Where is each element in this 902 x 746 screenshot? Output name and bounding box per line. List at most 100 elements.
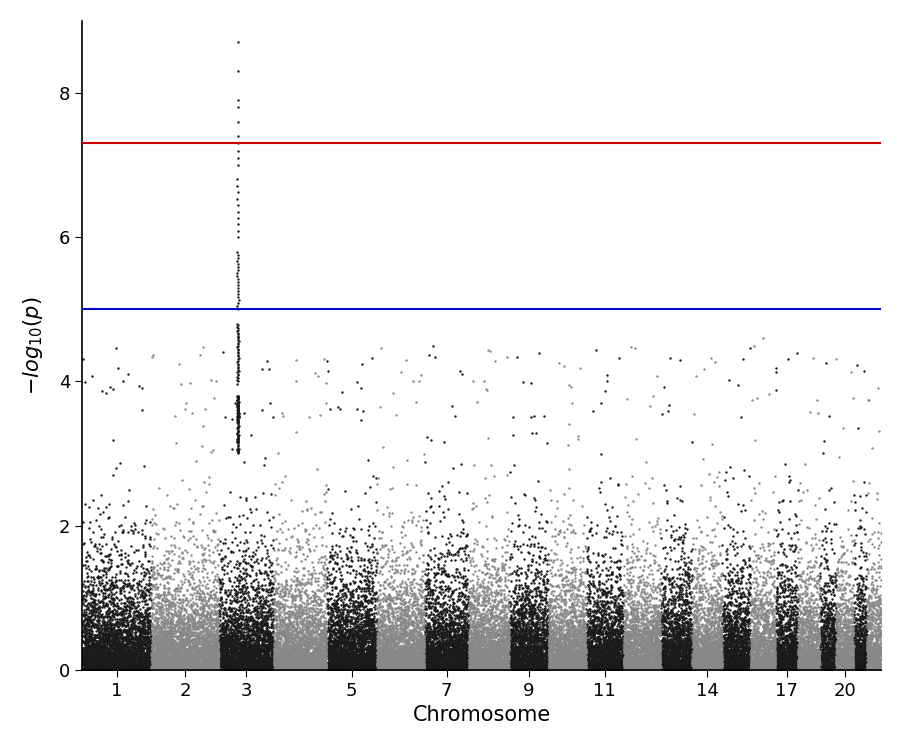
Point: [163, 615, 178, 627]
Point: [665, 648, 679, 660]
Point: [344, 640, 358, 652]
Point: [807, 642, 822, 653]
Point: [237, 633, 252, 645]
Point: [599, 608, 613, 620]
Point: [443, 621, 457, 633]
Point: [511, 603, 525, 615]
Point: [399, 629, 413, 641]
Point: [731, 662, 745, 674]
Point: [186, 663, 200, 675]
Point: [146, 651, 161, 662]
Point: [388, 645, 402, 657]
Point: [799, 644, 814, 656]
Point: [291, 536, 306, 548]
Point: [391, 636, 405, 648]
Point: [466, 543, 481, 555]
Point: [464, 652, 478, 664]
Point: [78, 647, 92, 659]
Point: [674, 642, 688, 653]
Point: [826, 633, 841, 645]
Point: [769, 580, 784, 592]
Point: [726, 523, 741, 535]
Point: [867, 642, 881, 654]
Point: [418, 646, 432, 658]
Point: [436, 642, 450, 654]
Point: [240, 656, 254, 668]
Point: [398, 647, 412, 659]
Point: [660, 597, 675, 609]
Point: [778, 632, 793, 644]
Point: [188, 619, 202, 631]
Point: [189, 660, 203, 672]
Point: [393, 653, 408, 665]
Point: [633, 661, 648, 673]
Point: [196, 605, 210, 617]
Point: [835, 650, 850, 662]
Point: [281, 545, 296, 557]
Point: [781, 617, 796, 629]
Point: [124, 630, 138, 642]
Point: [250, 640, 264, 652]
Point: [326, 645, 340, 656]
Point: [498, 653, 512, 665]
Point: [423, 660, 437, 672]
Point: [741, 606, 756, 618]
Point: [95, 659, 109, 671]
Point: [159, 654, 173, 666]
Point: [817, 659, 832, 671]
Point: [503, 630, 518, 642]
Point: [179, 403, 193, 415]
Point: [404, 639, 419, 651]
Point: [174, 378, 189, 390]
Point: [210, 600, 225, 612]
Point: [601, 645, 615, 656]
Point: [516, 647, 530, 659]
Point: [263, 661, 278, 673]
Point: [343, 647, 357, 659]
Point: [122, 646, 136, 658]
Point: [759, 574, 773, 586]
Point: [784, 652, 798, 664]
Point: [278, 627, 292, 639]
Point: [539, 436, 554, 448]
Point: [605, 656, 620, 668]
Point: [788, 618, 803, 630]
Point: [612, 630, 626, 642]
Point: [117, 632, 132, 644]
Point: [807, 622, 822, 634]
Point: [247, 639, 262, 651]
Point: [510, 664, 524, 676]
Point: [788, 637, 803, 649]
Point: [818, 599, 833, 611]
Point: [629, 588, 643, 600]
Point: [231, 285, 245, 297]
Point: [665, 651, 679, 663]
Point: [97, 655, 112, 667]
Point: [622, 644, 637, 656]
Point: [564, 658, 578, 670]
Point: [437, 651, 452, 662]
Point: [221, 649, 235, 661]
Point: [862, 644, 877, 656]
Point: [747, 652, 761, 664]
Point: [628, 645, 642, 656]
Point: [544, 567, 558, 579]
Point: [624, 658, 639, 670]
Point: [131, 662, 145, 674]
Point: [640, 660, 655, 672]
Point: [340, 662, 354, 674]
Point: [592, 663, 606, 675]
Point: [615, 659, 630, 671]
Point: [253, 651, 268, 663]
Point: [736, 659, 750, 671]
Point: [529, 650, 543, 662]
Point: [824, 649, 838, 661]
Point: [500, 624, 514, 636]
Point: [605, 656, 620, 668]
Point: [278, 657, 292, 669]
Point: [582, 659, 596, 671]
Point: [744, 562, 759, 574]
Point: [271, 630, 285, 642]
Point: [513, 614, 528, 626]
Point: [644, 624, 658, 636]
